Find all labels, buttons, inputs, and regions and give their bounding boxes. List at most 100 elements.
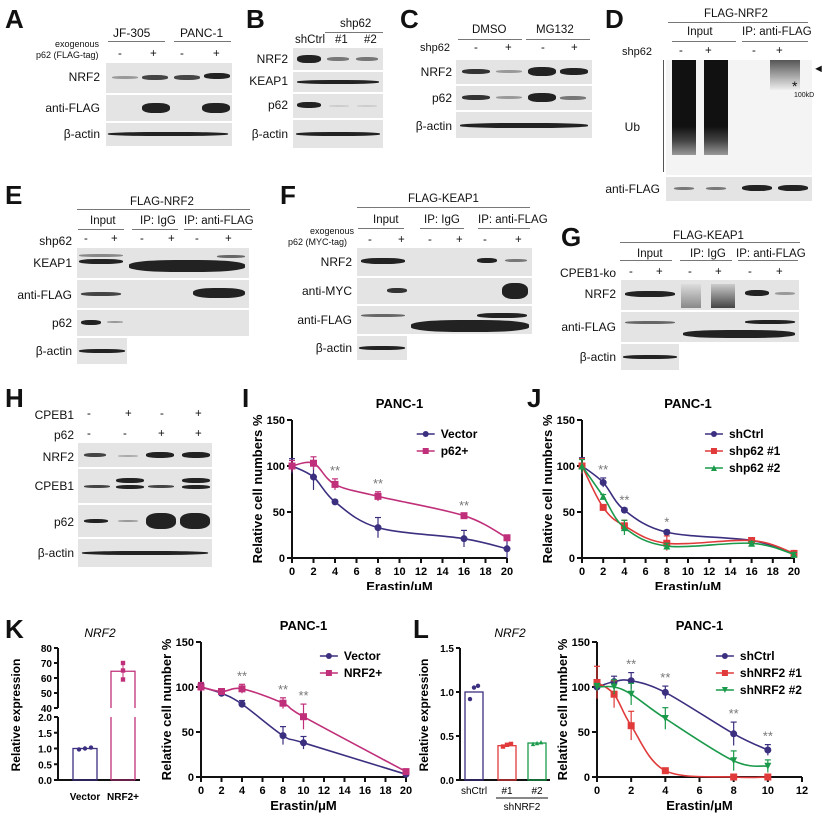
svg-text:**: **	[626, 657, 636, 672]
group-label: shp62	[340, 18, 372, 30]
svg-text:0: 0	[594, 785, 600, 797]
construct-label: FLAG-NRF2	[704, 8, 768, 20]
condition-label: shp62	[622, 46, 652, 58]
svg-text:0.5: 0.5	[38, 760, 52, 771]
sign: +	[398, 234, 405, 246]
sign: +	[150, 48, 157, 60]
panel-label-d: D	[605, 4, 624, 34]
svg-text:0: 0	[198, 785, 204, 797]
svg-text:6: 6	[259, 785, 265, 797]
row-label: KEAP1	[33, 256, 72, 270]
sign: -	[84, 233, 88, 245]
chart-l-viability-shnrf2: PANC-1 0 50 100 150 0 2 4 6 8 10 12 Erastin/μM Relati…	[555, 618, 808, 813]
blot-anti-flag	[666, 177, 812, 201]
row-label: NRF2	[320, 255, 352, 269]
sign: -	[428, 234, 432, 246]
sign: -	[140, 233, 144, 245]
condition-label: exogenous	[310, 226, 355, 236]
row-label: β-actin	[37, 546, 74, 560]
blot-anti-flag	[357, 306, 532, 334]
svg-text:16: 16	[458, 566, 470, 578]
svg-text:#2: #2	[531, 786, 543, 797]
svg-text:20: 20	[400, 785, 412, 797]
sign: +	[656, 266, 663, 278]
sign: -	[688, 266, 692, 278]
group-label: IP: anti-FLAG	[742, 26, 812, 38]
blot-nrf2	[293, 48, 383, 70]
svg-text:PANC-1: PANC-1	[676, 618, 723, 633]
svg-text:12: 12	[415, 566, 427, 578]
sign: -	[87, 428, 91, 440]
panel-label-b: B	[246, 4, 265, 34]
row-label: Ub	[624, 120, 640, 134]
group-label: IP: IgG	[424, 214, 460, 226]
blot-anti-myc	[357, 278, 532, 304]
blot-nrf2	[621, 280, 799, 310]
svg-text:0.0: 0.0	[38, 776, 52, 787]
sign: -	[748, 266, 752, 278]
row-label: anti-FLAG	[17, 288, 72, 302]
svg-text:0.5: 0.5	[440, 732, 454, 743]
svg-text:70: 70	[41, 659, 53, 670]
svg-text:4: 4	[621, 566, 628, 578]
svg-text:#1: #1	[501, 786, 513, 797]
blot-p62	[293, 94, 383, 118]
svg-text:100: 100	[557, 461, 575, 473]
condition-label: p62 (FLAG-tag)	[36, 50, 99, 60]
svg-text:Relative expression: Relative expression	[9, 659, 23, 772]
svg-text:2: 2	[628, 785, 634, 797]
svg-text:0: 0	[584, 772, 590, 784]
panel-label-j: J	[527, 383, 542, 413]
svg-text:2: 2	[600, 566, 606, 578]
panel-label-c: C	[400, 4, 419, 34]
row-label: anti-FLAG	[561, 320, 616, 334]
svg-text:shNRF2: shNRF2	[504, 802, 541, 813]
svg-text:4: 4	[662, 785, 669, 797]
svg-text:1.5: 1.5	[440, 644, 454, 655]
sign: +	[571, 42, 578, 54]
svg-text:14: 14	[338, 785, 351, 797]
group-label-jf305: JF-305	[113, 26, 151, 40]
sign: +	[456, 234, 463, 246]
row-label: NRF2	[42, 450, 74, 464]
row-label: anti-FLAG	[45, 101, 100, 115]
row-label: p62	[51, 316, 72, 330]
condition-label: p62	[53, 428, 74, 442]
svg-text:6: 6	[643, 566, 649, 578]
sign: -	[474, 42, 478, 54]
svg-text:NRF2: NRF2	[494, 626, 526, 640]
svg-text:shCtrl: shCtrl	[740, 649, 775, 663]
sign: -	[123, 428, 127, 440]
panel-label-i: I	[242, 383, 250, 413]
sign: -	[679, 45, 683, 57]
svg-text:0: 0	[579, 566, 585, 578]
svg-text:shCtrl: shCtrl	[461, 786, 487, 797]
svg-text:12: 12	[703, 566, 715, 578]
group-label: Input	[637, 248, 663, 260]
blot-keap1	[77, 248, 249, 278]
svg-text:Relative expression: Relative expression	[417, 659, 431, 772]
svg-text:12: 12	[318, 785, 330, 797]
svg-text:40: 40	[41, 704, 53, 715]
svg-text:**: **	[598, 462, 608, 477]
svg-text:**: **	[298, 688, 308, 703]
row-label: p62	[53, 515, 74, 529]
svg-text:Relative cell numbers %: Relative cell numbers %	[250, 414, 265, 563]
svg-text:shp62 #1: shp62 #1	[729, 444, 781, 458]
sign: -	[483, 234, 487, 246]
row-label: β-actin	[415, 119, 452, 133]
svg-text:1.0: 1.0	[440, 688, 454, 699]
svg-text:0: 0	[569, 553, 575, 565]
svg-text:2: 2	[310, 566, 316, 578]
sign: +	[111, 233, 118, 245]
row-label: anti-FLAG	[605, 182, 660, 196]
svg-text:NRF2+: NRF2+	[107, 792, 139, 803]
svg-text:20: 20	[788, 566, 800, 578]
sign: +	[776, 266, 783, 278]
svg-text:**: **	[729, 706, 739, 721]
panel-label-f: F	[280, 180, 296, 210]
condition-label: CPEB1-ko	[560, 266, 617, 280]
svg-text:100: 100	[176, 682, 194, 694]
row-label: p62	[267, 98, 288, 112]
svg-text:Relative cell number %: Relative cell number %	[555, 638, 570, 780]
